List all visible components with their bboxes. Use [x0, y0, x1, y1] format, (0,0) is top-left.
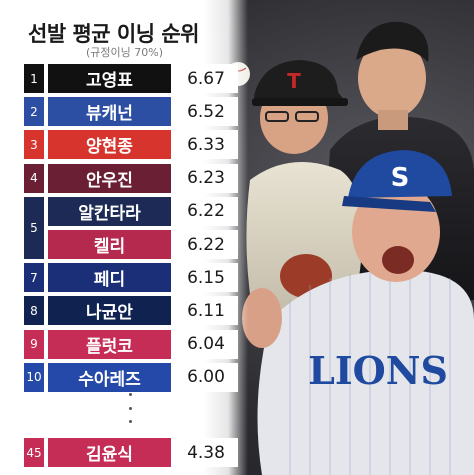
dot [128, 406, 132, 410]
innings-value-cell: 6.67 [174, 64, 238, 93]
svg-text:T: T [287, 69, 301, 93]
rank-cell: 45 [24, 438, 44, 467]
jersey-lettering: LIONS [308, 348, 448, 393]
innings-value-cell: 4.38 [174, 438, 238, 467]
rank-cell: 2 [24, 97, 44, 127]
dot [128, 420, 132, 423]
player-name-cell: 알칸타라 [48, 196, 171, 226]
innings-value-cell: 6.04 [174, 329, 238, 359]
rank-cell: 7 [24, 263, 44, 293]
player-name-cell: 김윤식 [48, 438, 171, 467]
player-name-cell: 안우진 [48, 163, 171, 193]
chart-subtitle: (규정이닝 70%) [86, 46, 164, 59]
rank-cell: 3 [24, 130, 44, 160]
player-name-cell: 고영표 [48, 64, 171, 93]
player-name-cell: 페디 [48, 263, 171, 293]
player-name-cell: 켈리 [48, 230, 171, 259]
innings-value-cell: 6.52 [174, 97, 238, 127]
player-name-cell: 플럿코 [48, 329, 171, 359]
player-name-cell: 나균안 [48, 296, 171, 326]
omission-dots [122, 393, 138, 423]
ranking-panel: 선발 평균 이닝 순위 (규정이닝 70%) 1 2 3 4 5 7 8 9 10 45 고영표 6.… [0, 0, 248, 475]
rank-cell: 5 [24, 196, 44, 259]
innings-value-cell: 6.23 [174, 163, 238, 193]
chart-title: 선발 평균 이닝 순위 [28, 22, 200, 46]
innings-value-cell: 6.22 [174, 230, 238, 259]
player-name-cell: 양현종 [48, 130, 171, 160]
innings-value-cell: 6.22 [174, 196, 238, 226]
innings-value-cell: 6.15 [174, 263, 238, 293]
player-front: S LIONS [242, 150, 474, 475]
innings-value-cell: 6.11 [174, 296, 238, 326]
player-name-cell: 수아레즈 [48, 362, 171, 392]
innings-value-cell: 6.00 [174, 362, 238, 392]
svg-text:S: S [391, 163, 410, 193]
rank-cell: 4 [24, 163, 44, 193]
innings-value-cell: 6.33 [174, 130, 238, 160]
dot [128, 393, 132, 396]
rank-cell: 1 [24, 64, 44, 93]
rank-cell: 8 [24, 296, 44, 326]
player-name-cell: 뷰캐넌 [48, 97, 171, 127]
rank-cell: 9 [24, 329, 44, 359]
rank-cell: 10 [24, 362, 44, 392]
